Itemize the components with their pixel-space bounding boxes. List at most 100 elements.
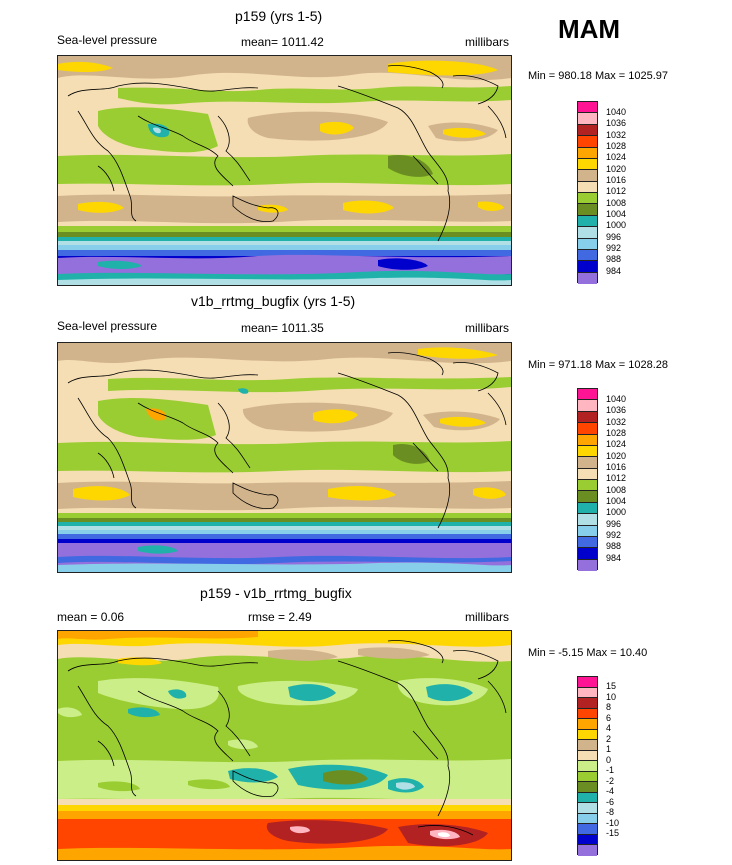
colorbar-swatch	[578, 708, 597, 720]
colorbar-label: 1036	[606, 118, 627, 128]
colorbar-swatch	[578, 729, 597, 741]
colorbar-swatch	[578, 525, 597, 537]
panel-3-map-svg	[58, 631, 511, 860]
colorbar-swatch	[578, 215, 597, 228]
colorbar-label: 6	[606, 713, 612, 723]
colorbar-swatch	[578, 136, 597, 148]
colorbar-label: -1	[606, 765, 615, 775]
colorbar-label: -6	[606, 797, 615, 807]
panel-1-units-label: millibars	[465, 35, 510, 49]
panel-2-map	[57, 342, 512, 573]
colorbar-swatch	[578, 813, 597, 825]
colorbar-label: 8	[606, 702, 612, 712]
colorbar-label: 1016	[606, 462, 627, 472]
colorbar-label: 1020	[606, 164, 627, 174]
colorbar-swatch	[578, 782, 597, 793]
colorbar-swatch	[578, 423, 597, 435]
colorbar-label: 1024	[606, 152, 627, 162]
colorbar-swatch	[578, 445, 597, 458]
colorbar-swatch	[578, 434, 597, 446]
colorbar-label: 1036	[606, 405, 627, 415]
colorbar-label: 1000	[606, 220, 627, 230]
colorbar-swatch	[578, 803, 597, 814]
colorbar-swatch	[578, 249, 597, 262]
colorbar-swatch	[578, 548, 597, 560]
panel-3-title: p159 - v1b_rrtmg_bugfix	[200, 585, 352, 601]
colorbar-label: 1040	[606, 107, 627, 117]
colorbar-swatch	[578, 227, 597, 239]
colorbar-label: 1008	[606, 485, 627, 495]
colorbar-swatch	[578, 181, 597, 193]
colorbar-label: 984	[606, 553, 622, 563]
colorbar-label: 996	[606, 519, 622, 529]
colorbar-label: 1004	[606, 496, 627, 506]
colorbar-label: 1	[606, 744, 612, 754]
colorbar-label: -10	[606, 818, 620, 828]
colorbar-swatch	[578, 761, 597, 772]
colorbar-swatch	[578, 536, 597, 549]
colorbar-swatch	[578, 147, 597, 159]
colorbar-label: 1016	[606, 175, 627, 185]
colorbar-swatch	[578, 834, 597, 846]
panel-3-map	[57, 630, 512, 861]
panel-2-minmax: Min = 971.18 Max = 1028.28	[528, 359, 669, 371]
colorbar-label: -2	[606, 776, 615, 786]
colorbar-swatch	[578, 170, 597, 182]
panel-2-title: v1b_rrtmg_bugfix (yrs 1-5)	[191, 293, 356, 309]
colorbar-swatch	[578, 792, 597, 804]
panel-1-minmax: Min = 980.18 Max = 1025.97	[528, 70, 669, 82]
colorbar-swatch	[578, 158, 597, 171]
panel-2-units-label: millibars	[465, 321, 510, 335]
colorbar-label: 10	[606, 692, 617, 702]
colorbar-swatch	[578, 502, 597, 515]
colorbar-label: -15	[606, 828, 620, 838]
colorbar-label: 1020	[606, 451, 627, 461]
colorbar-label: 1012	[606, 186, 627, 196]
colorbar-label: -4	[606, 786, 615, 796]
colorbar-label: 988	[606, 541, 622, 551]
colorbar-label: 2	[606, 734, 612, 744]
colorbar-swatch	[578, 491, 597, 503]
colorbar-swatch	[578, 238, 597, 250]
season-title: MAM	[558, 14, 621, 44]
colorbar-swatch	[578, 677, 597, 688]
panel-3-rmse-label: rmse = 2.49	[248, 610, 312, 624]
panel-2-variable-label: Sea-level pressure	[57, 319, 158, 333]
colorbar-label: 996	[606, 232, 622, 242]
colorbar-label: 1024	[606, 439, 627, 449]
colorbar-swatch	[578, 824, 597, 835]
colorbar-label: 1012	[606, 473, 627, 483]
colorbar-swatch	[578, 193, 597, 205]
colorbar-label: 992	[606, 530, 622, 540]
colorbar-label: 984	[606, 266, 622, 276]
panel-3-mean-label: mean = 0.06	[57, 610, 125, 624]
colorbar-swatch	[578, 559, 597, 571]
colorbar-swatch	[578, 389, 597, 401]
colorbar-swatch	[578, 400, 597, 412]
colorbar-label: 1032	[606, 417, 627, 427]
colorbar-swatch	[578, 687, 597, 699]
colorbar-label: 988	[606, 254, 622, 264]
colorbar-swatch	[578, 750, 597, 762]
colorbar-label: 1004	[606, 209, 627, 219]
colorbar-label: 4	[606, 723, 612, 733]
colorbar-swatch	[578, 457, 597, 469]
panel-3-minmax: Min = -5.15 Max = 10.40	[528, 647, 648, 659]
colorbar-swatch	[578, 698, 597, 709]
colorbar-label: 1032	[606, 130, 627, 140]
panel-2-map-svg	[58, 343, 511, 572]
panel-1-title: p159 (yrs 1-5)	[235, 8, 323, 24]
colorbar-label: -8	[606, 807, 615, 817]
colorbar-label: 1000	[606, 507, 627, 517]
colorbar-swatch	[578, 113, 597, 125]
panel-1-mean-label: mean= 1011.42	[241, 35, 324, 49]
panel-1-map	[57, 55, 512, 286]
panel-1-map-svg	[58, 56, 511, 285]
colorbar-swatch	[578, 411, 597, 424]
colorbar-swatch	[578, 845, 597, 856]
colorbar-label: 1028	[606, 428, 627, 438]
panel-2-mean-label: mean= 1011.35	[241, 321, 324, 335]
colorbar-label: 1028	[606, 141, 627, 151]
colorbar-label: 992	[606, 243, 622, 253]
colorbar-swatch	[578, 124, 597, 137]
